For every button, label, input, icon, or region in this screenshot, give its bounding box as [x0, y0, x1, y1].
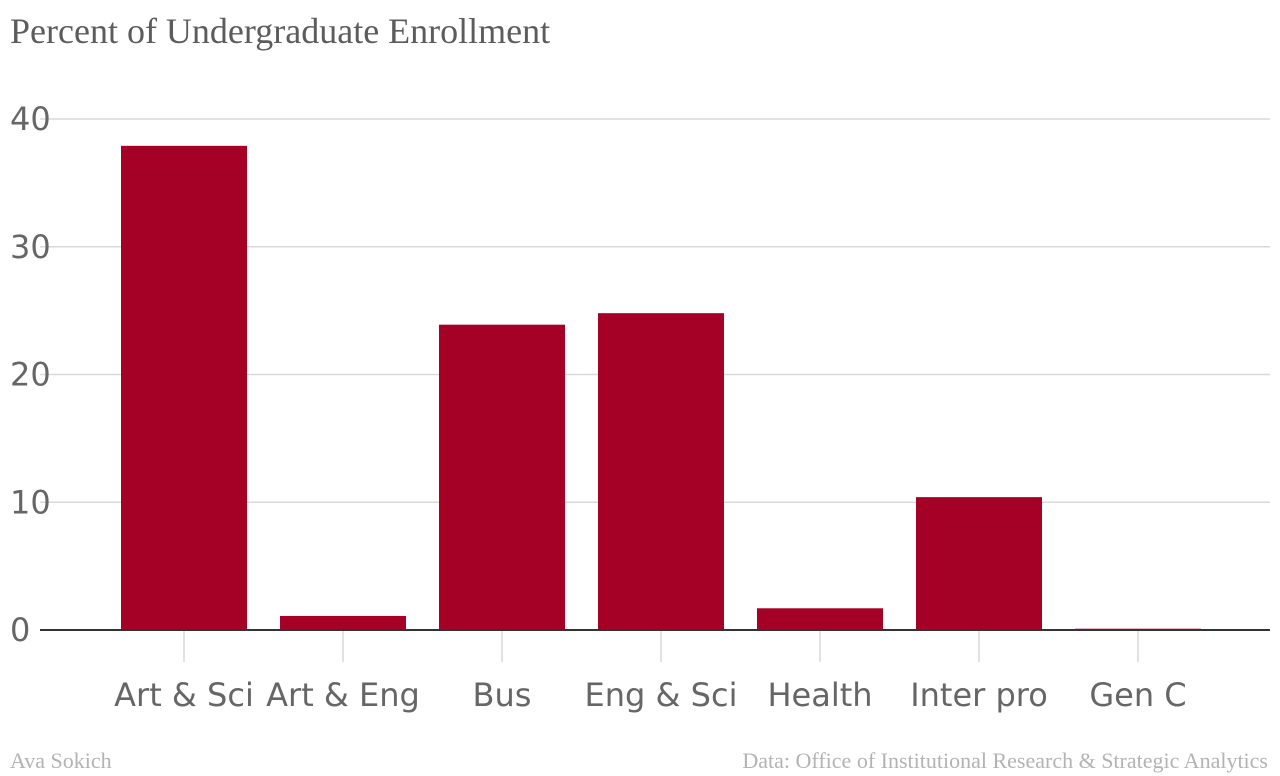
- x-tick-label: Art & Eng: [266, 676, 420, 714]
- x-tick-label: Art & Sci: [114, 676, 254, 714]
- bar: [121, 145, 247, 630]
- x-tick-label: Eng & Sci: [585, 676, 738, 714]
- y-tick-label: 20: [10, 356, 51, 394]
- bar: [598, 313, 724, 630]
- y-tick-label: 30: [10, 228, 51, 266]
- x-tick-label: Gen C: [1089, 676, 1186, 714]
- x-tick-label: Health: [767, 676, 872, 714]
- x-tick-label: Inter pro: [910, 676, 1048, 714]
- x-tick-label: Bus: [473, 676, 532, 714]
- chart-source: Data: Office of Institutional Research &…: [742, 748, 1268, 773]
- y-tick-label: 40: [10, 100, 51, 138]
- bar: [439, 324, 565, 630]
- chart-author: Ava Sokich: [10, 748, 112, 773]
- bar: [280, 615, 406, 630]
- chart-title: Percent of Undergraduate Enrollment: [10, 11, 551, 51]
- y-tick-label: 0: [10, 611, 30, 649]
- bar: [757, 608, 883, 630]
- y-tick-label: 10: [10, 483, 51, 521]
- bar: [916, 497, 1042, 630]
